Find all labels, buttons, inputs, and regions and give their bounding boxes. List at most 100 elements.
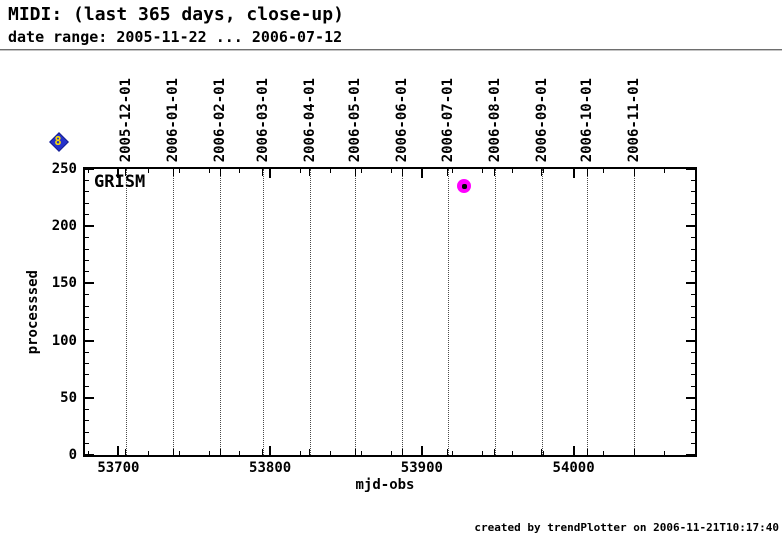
x-minor-tick [360, 169, 362, 173]
y-tick-label: 100 [51, 332, 77, 349]
x-minor-tick [178, 451, 180, 455]
x-minor-tick [542, 169, 544, 173]
x-minor-tick [87, 451, 89, 455]
y-minor-tick [85, 237, 89, 239]
top-month-tick [494, 169, 496, 176]
top-month-tick [401, 169, 403, 176]
bottom-month-tick [219, 449, 221, 455]
month-gridline [309, 169, 311, 455]
top-month-tick [309, 169, 311, 176]
month-gridline [173, 169, 174, 455]
top-month-tick [354, 169, 356, 176]
y-minor-tick [691, 179, 695, 181]
month-label: 2006-03-01 [254, 77, 271, 162]
bottom-month-tick [494, 449, 496, 455]
top-month-tick [172, 169, 174, 176]
y-minor-tick [691, 351, 695, 353]
header-divider [0, 49, 782, 51]
x-major-tick [420, 169, 423, 178]
x-major-tick [420, 446, 423, 455]
x-major-tick [269, 169, 272, 178]
y-minor-tick [691, 420, 695, 422]
y-minor-tick [691, 294, 695, 296]
month-label: 2006-07-01 [439, 77, 456, 162]
y-axis-title: processsed [24, 167, 42, 457]
y-minor-tick [85, 260, 89, 262]
x-minor-tick [208, 169, 210, 173]
top-month-tick [262, 169, 264, 176]
y-minor-tick [691, 362, 695, 364]
x-minor-tick [512, 169, 514, 173]
data-point [457, 179, 472, 194]
month-label: 2006-10-01 [579, 77, 596, 162]
x-minor-tick [239, 169, 241, 173]
bottom-month-tick [262, 449, 264, 455]
x-minor-tick [482, 451, 484, 455]
x-minor-tick [603, 169, 605, 173]
y-major-tick [85, 454, 94, 456]
x-minor-tick [451, 451, 453, 455]
y-tick-label: 200 [51, 218, 77, 235]
plot-area: GRISM [83, 167, 697, 457]
bottom-month-tick [541, 449, 543, 455]
top-axis-month-labels: 2005-12-01 2006-01-01 2006-02-01 2006-03-01… [85, 62, 695, 162]
y-minor-tick [85, 202, 89, 204]
month-label: 2006-11-01 [626, 77, 643, 162]
y-minor-tick [85, 248, 89, 250]
bottom-month-tick [586, 449, 588, 455]
y-minor-tick [85, 294, 89, 296]
x-minor-tick [148, 451, 150, 455]
y-minor-tick [85, 317, 89, 319]
y-minor-tick [691, 317, 695, 319]
x-axis-title: mjd-obs [355, 477, 415, 493]
month-gridline [587, 169, 589, 455]
month-gridline [355, 169, 357, 455]
x-tick-label: 53700 [97, 460, 140, 476]
x-minor-tick [299, 169, 301, 173]
date-range-subtitle: date range: 2005-11-22 ... 2006-07-12 [8, 28, 343, 46]
x-major-tick [269, 446, 272, 455]
y-minor-tick [691, 328, 695, 330]
month-gridline [447, 169, 449, 455]
bottom-month-tick [401, 449, 403, 455]
month-gridline [262, 169, 264, 455]
bottom-month-tick [125, 449, 127, 455]
y-major-tick [686, 454, 695, 456]
x-minor-tick [360, 451, 362, 455]
month-label: 2006-04-01 [301, 77, 318, 162]
top-month-tick [125, 169, 127, 176]
y-minor-tick [691, 260, 695, 262]
y-tick-label: 0 [68, 447, 77, 463]
y-major-tick [686, 225, 695, 228]
y-minor-tick [85, 351, 89, 353]
y-minor-tick [691, 385, 695, 387]
y-major-tick [85, 339, 94, 342]
bottom-month-tick [309, 449, 311, 455]
diamond-symbol: 8 [54, 134, 62, 148]
x-minor-tick [391, 451, 393, 455]
x-minor-tick [542, 451, 544, 455]
top-month-tick [447, 169, 449, 176]
month-label: 2005-12-01 [117, 77, 134, 162]
y-minor-tick [691, 305, 695, 307]
y-tick-label: 50 [60, 389, 77, 406]
x-tick-label: 53900 [400, 460, 443, 476]
x-tick-label: 54000 [552, 460, 595, 476]
x-minor-tick [239, 451, 241, 455]
x-major-tick [117, 169, 120, 178]
x-major-tick [572, 169, 575, 178]
y-major-tick [85, 225, 94, 228]
y-minor-tick [85, 420, 89, 422]
x-minor-tick [299, 451, 301, 455]
x-major-tick [572, 446, 575, 455]
month-gridline [541, 169, 543, 455]
page-title: MIDI: (last 365 days, close-up) [8, 4, 344, 25]
month-gridline [634, 169, 636, 455]
x-minor-tick [87, 169, 89, 173]
x-minor-tick [208, 451, 210, 455]
y-minor-tick [691, 408, 695, 410]
y-minor-tick [85, 431, 89, 433]
bottom-month-tick [354, 449, 356, 455]
x-minor-tick [391, 169, 393, 173]
x-minor-tick [664, 169, 666, 173]
